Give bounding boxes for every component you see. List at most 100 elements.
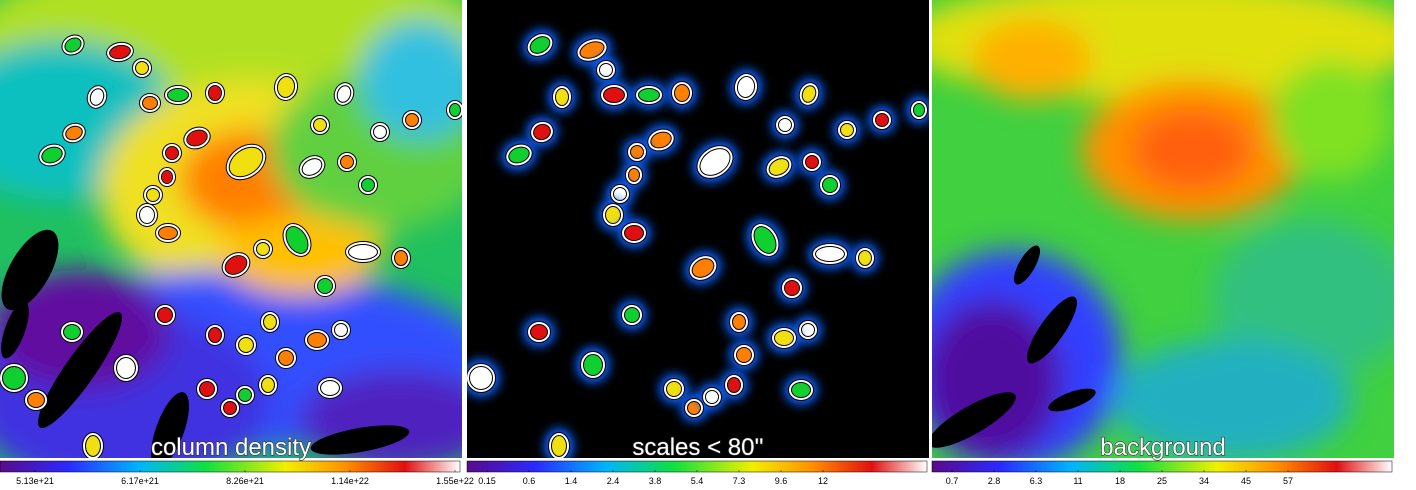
panel-label: scales < 80'' bbox=[632, 434, 763, 461]
source-core bbox=[136, 62, 148, 74]
source-core bbox=[314, 119, 326, 131]
source-outline bbox=[803, 153, 821, 171]
colorbar-tick-label: 2.4 bbox=[607, 476, 620, 486]
map-background bbox=[467, 0, 929, 458]
source-emission bbox=[736, 347, 752, 363]
source-emission bbox=[784, 280, 800, 296]
source-outline bbox=[856, 248, 874, 268]
colorbar-tick-label: 45 bbox=[1241, 476, 1251, 486]
source-core bbox=[187, 130, 207, 146]
source-outline bbox=[299, 156, 325, 178]
source-outline bbox=[144, 186, 162, 204]
source-emission bbox=[666, 381, 682, 397]
source-outline bbox=[236, 386, 254, 404]
colorbar-tick-label: 25 bbox=[1157, 476, 1167, 486]
source-emission bbox=[469, 366, 493, 390]
source-core bbox=[162, 171, 172, 183]
source-outline bbox=[62, 35, 84, 55]
source-core bbox=[3, 367, 25, 389]
source-core bbox=[147, 189, 159, 201]
source-emission bbox=[687, 401, 701, 415]
source-core bbox=[225, 256, 247, 274]
source-outline bbox=[346, 242, 380, 262]
source-outline bbox=[318, 378, 342, 398]
source-emission bbox=[913, 103, 925, 117]
source-outline bbox=[766, 156, 792, 178]
source-emission bbox=[579, 41, 605, 59]
void bbox=[1, 229, 59, 311]
source-outline bbox=[315, 276, 335, 296]
source-outline bbox=[672, 82, 692, 104]
source-outline bbox=[603, 204, 623, 226]
void bbox=[310, 425, 410, 455]
source-outline bbox=[813, 244, 847, 264]
source-outline bbox=[628, 143, 646, 161]
source-outline bbox=[83, 433, 103, 458]
map-region bbox=[972, 20, 1092, 100]
source-core bbox=[264, 315, 276, 329]
source-core bbox=[28, 393, 44, 407]
source-emission bbox=[583, 354, 603, 376]
source-core bbox=[349, 245, 377, 259]
source-outline bbox=[626, 166, 642, 184]
source-outline bbox=[371, 123, 389, 141]
source-outline bbox=[622, 223, 646, 243]
colorbar-tick-label: 11 bbox=[1073, 476, 1082, 486]
source-outline bbox=[359, 176, 377, 194]
source-outline bbox=[276, 348, 296, 368]
source-emission bbox=[858, 250, 872, 266]
source-outline bbox=[25, 390, 47, 410]
colorbar-tick-label: 6.3 bbox=[1030, 476, 1043, 486]
source-outline bbox=[107, 42, 133, 62]
source-emission bbox=[732, 314, 746, 330]
source-outline bbox=[549, 433, 569, 458]
source-outline bbox=[820, 175, 840, 195]
source-outline bbox=[184, 127, 210, 149]
source-core bbox=[239, 338, 253, 352]
source-emission bbox=[753, 226, 777, 254]
colorbar bbox=[0, 460, 461, 473]
source-emission bbox=[815, 246, 845, 262]
colorbar-tick-label: 5.4 bbox=[691, 476, 704, 486]
colorbar-tick-label: 57 bbox=[1283, 476, 1293, 486]
source-outline bbox=[553, 86, 571, 108]
source-outline bbox=[685, 399, 703, 417]
colorbar-tick-label: 8.26e+21 bbox=[226, 476, 264, 486]
source-core bbox=[406, 114, 418, 126]
source-outline bbox=[39, 144, 65, 166]
source-outline bbox=[506, 144, 532, 166]
source-outline bbox=[165, 86, 191, 104]
colorbar-tick-label: 12 bbox=[818, 476, 828, 486]
colorbar-tick-label: 6.17e+21 bbox=[121, 476, 159, 486]
panel: scales < 80'' 0.15 0.6 1.4 2.4 3.8 5.4 7.3 9.6 12 bbox=[466, 0, 929, 486]
source-core bbox=[239, 389, 251, 401]
source-outline bbox=[751, 224, 779, 256]
source-outline bbox=[226, 144, 266, 180]
source-outline bbox=[61, 322, 83, 342]
source-outline bbox=[622, 305, 642, 325]
panel: background 0.7 2.8 6.3 11 18 25 34 45 57 bbox=[931, 0, 1394, 486]
source-outline bbox=[140, 94, 160, 112]
source-emission bbox=[624, 225, 644, 241]
colorbar-tick-label: 5.13e+21 bbox=[16, 476, 54, 486]
source-core bbox=[279, 351, 293, 365]
source-core bbox=[229, 147, 263, 177]
source-outline bbox=[648, 129, 674, 151]
panel-label: background bbox=[1100, 434, 1225, 461]
source-core bbox=[209, 328, 221, 342]
source-emission bbox=[605, 206, 621, 224]
source-outline bbox=[447, 101, 462, 119]
source-outline bbox=[137, 204, 157, 226]
source-emission bbox=[674, 84, 690, 102]
map-region bbox=[360, 20, 462, 140]
source-core bbox=[140, 207, 154, 223]
source-outline bbox=[133, 59, 151, 77]
source-outline bbox=[0, 364, 28, 392]
source-core bbox=[159, 227, 177, 239]
source-outline bbox=[261, 312, 279, 332]
source-emission bbox=[508, 146, 530, 164]
source-outline bbox=[838, 121, 856, 139]
source-emission bbox=[778, 118, 792, 132]
source-outline bbox=[528, 322, 550, 342]
source-core bbox=[110, 45, 130, 59]
